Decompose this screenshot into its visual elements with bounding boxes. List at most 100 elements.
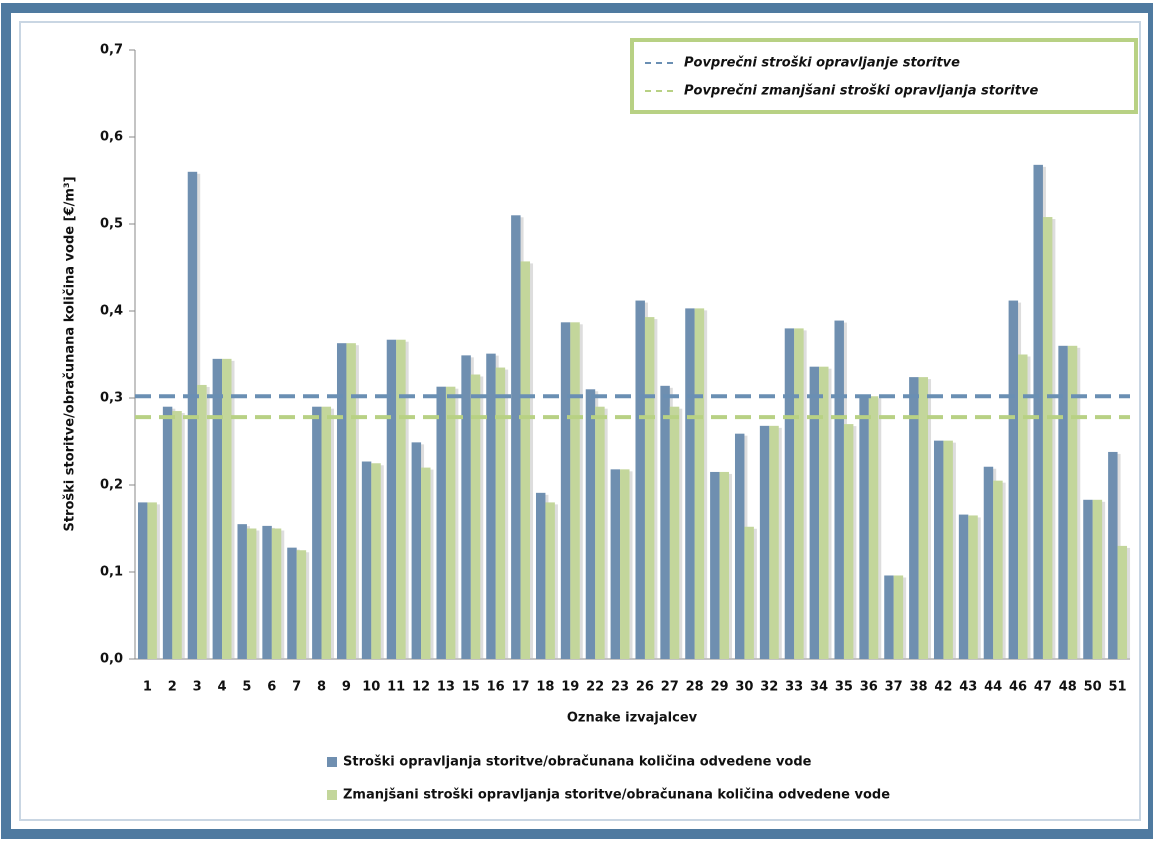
x-tick-label: 19: [561, 680, 579, 695]
x-tick-label: 32: [760, 680, 778, 695]
bar: [336, 343, 347, 659]
x-tick-label: 23: [611, 680, 629, 695]
x-tick-label: 48: [1059, 680, 1077, 695]
bar: [685, 308, 695, 659]
bar: [1008, 300, 1019, 659]
bar: [1117, 545, 1128, 659]
bar: [958, 514, 969, 659]
bar: [535, 492, 546, 659]
x-tick-label: 15: [462, 680, 480, 695]
x-tick-label: 17: [512, 680, 530, 695]
x-tick-label: 35: [835, 680, 853, 695]
bar: [868, 396, 879, 659]
bar: [1092, 499, 1103, 659]
x-tick-label: 6: [267, 680, 276, 695]
legend-box: [630, 38, 1138, 114]
x-tick-label: 46: [1009, 680, 1027, 695]
bar: [421, 467, 431, 659]
legend-swatch: [327, 790, 337, 800]
y-tick-label: 0,1: [100, 565, 123, 580]
x-tick-label: 42: [934, 680, 952, 695]
x-tick-label: 7: [292, 680, 301, 695]
x-tick-label: 36: [860, 680, 878, 695]
y-tick-label: 0,6: [100, 130, 123, 145]
bar: [560, 322, 571, 659]
legend-swatch: [327, 757, 337, 767]
y-tick-label: 0,3: [100, 391, 123, 406]
bar: [635, 300, 645, 659]
x-tick-label: 34: [810, 680, 828, 695]
bar: [495, 367, 506, 659]
x-tick-label: 27: [661, 680, 679, 695]
legend-label: Povprečni stroški opravljanje storitve: [684, 56, 960, 71]
bar: [470, 374, 481, 659]
bar: [1018, 354, 1028, 659]
bar: [237, 524, 247, 659]
x-tick-label: 33: [785, 680, 803, 695]
y-tick-label: 0,4: [100, 304, 123, 319]
bar: [271, 528, 282, 659]
bar: [172, 411, 182, 659]
bar: [321, 406, 332, 659]
bar: [644, 317, 655, 659]
bar: [909, 377, 919, 659]
bar: [361, 461, 372, 659]
bar: [445, 386, 456, 659]
x-tick-label: 1: [143, 680, 152, 695]
bar: [162, 406, 173, 659]
x-tick-label: 11: [387, 680, 405, 695]
bar: [669, 406, 680, 659]
bar: [296, 550, 307, 659]
inner-frame: [19, 21, 1141, 821]
bar: [545, 502, 555, 659]
legend-label: Povprečni zmanjšani stroški opravljanja …: [684, 84, 1038, 99]
bar: [137, 502, 148, 659]
bar: [610, 469, 621, 659]
x-tick-label: 9: [342, 680, 351, 695]
bar: [262, 525, 272, 659]
bar: [212, 358, 223, 659]
x-tick-label: 43: [959, 680, 977, 695]
x-tick-label: 50: [1084, 680, 1102, 695]
bar: [993, 480, 1003, 659]
x-tick-label: 37: [885, 680, 903, 695]
bar: [834, 320, 844, 659]
bar: [595, 406, 605, 659]
bar: [1067, 345, 1078, 659]
y-tick-label: 0,7: [100, 43, 123, 58]
bar: [859, 396, 869, 659]
legend-label: Stroški opravljanja storitve/obračunana …: [343, 755, 812, 770]
x-tick-label: 13: [437, 680, 455, 695]
bar: [371, 463, 381, 659]
bar: [411, 442, 422, 659]
bar: [1033, 164, 1043, 659]
bar: [744, 526, 754, 659]
bar: [809, 366, 820, 659]
bar: [222, 358, 232, 659]
bar: [694, 308, 705, 659]
bar: [769, 425, 779, 659]
bar: [386, 339, 397, 659]
bar: [660, 385, 670, 659]
x-tick-label: 51: [1109, 680, 1127, 695]
x-tick-label: 2: [168, 680, 177, 695]
bar: [585, 389, 596, 659]
bar: [918, 377, 929, 659]
x-axis-title: Oznake izvajalcev: [567, 711, 698, 726]
bar: [843, 424, 854, 659]
bar: [312, 406, 322, 659]
bar: [968, 515, 978, 659]
legend-label: Zmanjšani stroški opravljanja storitve/o…: [343, 788, 890, 803]
bar: [197, 384, 207, 659]
bar: [436, 386, 446, 659]
bar: [933, 440, 944, 659]
y-axis-title: Stroški storitve/obračunana količina vod…: [63, 176, 78, 531]
x-tick-label: 22: [586, 680, 604, 695]
bar: [461, 355, 471, 659]
bar: [943, 440, 953, 659]
y-tick-label: 0,2: [100, 478, 123, 493]
bar: [983, 466, 994, 659]
bar: [734, 433, 745, 659]
bar: [346, 343, 356, 659]
bar: [570, 322, 580, 659]
